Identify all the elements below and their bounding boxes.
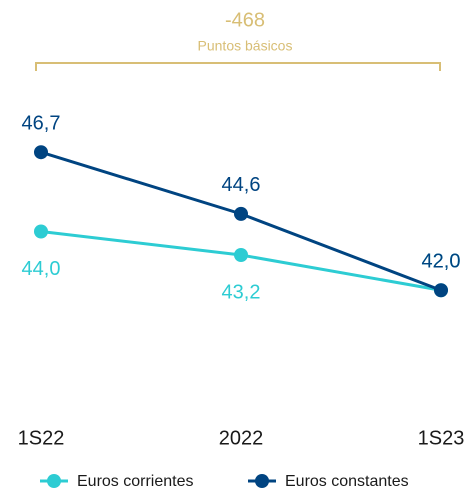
value-label: 46,7 xyxy=(22,112,61,134)
point xyxy=(434,283,448,298)
legend-label: Euros corrientes xyxy=(77,473,194,490)
line xyxy=(40,150,442,292)
value-label: 44,6 xyxy=(222,174,261,196)
value-label: 43,2 xyxy=(222,281,261,303)
point xyxy=(234,248,248,262)
legend-marker xyxy=(255,474,269,488)
value-label: 42,0 xyxy=(422,251,461,273)
point xyxy=(234,206,248,221)
x-tick-label: 1S23 xyxy=(418,427,465,449)
point xyxy=(34,224,48,239)
legend-marker xyxy=(47,474,61,488)
value-label: 44,0 xyxy=(22,258,61,280)
value-label: 42,0 xyxy=(422,251,461,273)
annotation-value: -468 xyxy=(225,9,265,31)
x-tick-label: 2022 xyxy=(219,427,264,449)
x-tick-label: 1S22 xyxy=(18,427,65,449)
legend-label: Euros constantes xyxy=(285,473,409,490)
annotation-label: Puntos básicos xyxy=(198,38,293,54)
point xyxy=(34,145,48,160)
bracket xyxy=(35,62,441,71)
